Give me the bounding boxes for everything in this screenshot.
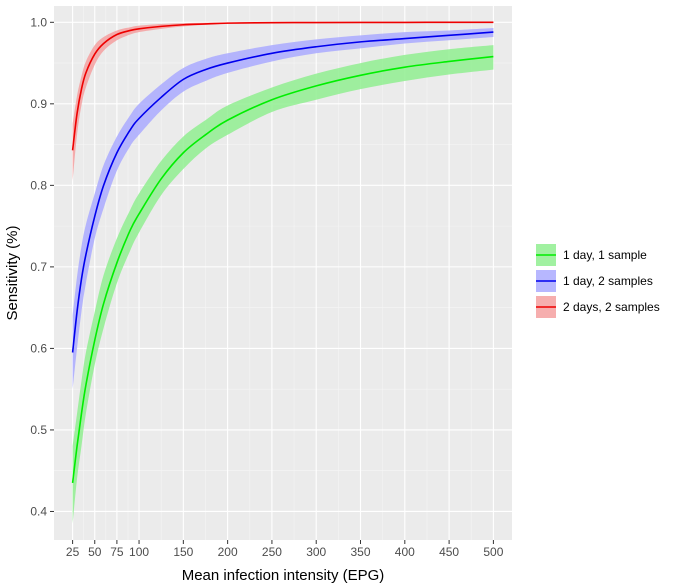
legend-label: 1 day, 1 sample [563,248,647,262]
x-tick-label: 500 [483,545,503,559]
x-axis-title: Mean infection intensity (EPG) [182,567,385,584]
x-tick-label: 350 [350,545,370,559]
x-tick-label: 25 [66,545,80,559]
x-tick-label: 100 [129,545,149,559]
legend: 1 day, 1 sample 1 day, 2 samples 2 days, 2… [536,244,660,318]
y-tick-label: 0.7 [30,260,47,274]
line-2-days-2-samples [71,21,494,151]
legend-item-1-day-2-samples: 1 day, 2 samples [536,270,653,292]
x-tick-label: 250 [262,545,282,559]
y-tick-label: 0.4 [30,504,47,518]
legend-label: 2 days, 2 samples [563,300,660,314]
x-axis: 25 50 75 100 150 200 250 300 350 400 450 500 [66,540,504,559]
legend-label: 1 day, 2 samples [563,274,653,288]
band-1-day-1-sample [72,45,494,524]
y-axis: 0.4 0.5 0.6 0.7 0.8 0.9 1.0 [30,15,54,518]
x-tick-label: 75 [110,545,124,559]
x-tick-label: 400 [395,545,415,559]
x-tick-label: 450 [439,545,459,559]
y-tick-label: 0.5 [30,423,47,437]
x-tick-label: 200 [218,545,238,559]
line-1-day-1-sample [71,55,494,484]
y-tick-label: 1.0 [30,15,47,29]
x-tick-label: 300 [306,545,326,559]
y-tick-label: 0.6 [30,341,47,355]
minor-gridlines [54,6,512,540]
series-lines [71,21,494,484]
y-tick-label: 0.9 [30,97,47,111]
x-tick-label: 150 [173,545,193,559]
x-tick-label: 50 [88,545,102,559]
confidence-bands [72,22,494,524]
legend-item-2-days-2-samples: 2 days, 2 samples [536,296,660,318]
band-2-days-2-samples [72,22,494,182]
line-1-day-2-samples [71,31,494,353]
y-tick-label: 0.8 [30,178,47,192]
y-axis-title: Sensitivity (%) [4,225,21,320]
legend-item-1-day-1-sample: 1 day, 1 sample [536,244,647,266]
